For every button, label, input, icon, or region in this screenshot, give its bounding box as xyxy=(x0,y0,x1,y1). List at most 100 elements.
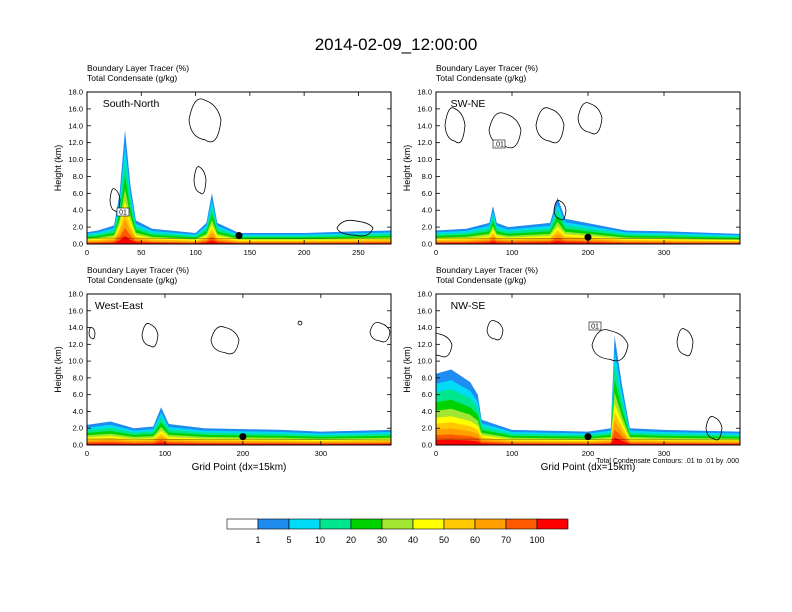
condensate-contour xyxy=(676,328,694,357)
contour-label-box xyxy=(588,321,602,331)
colorbar-label: 5 xyxy=(286,535,291,545)
x-tick-label: 100 xyxy=(159,449,172,458)
y-tick-label: 18.0 xyxy=(417,290,432,299)
x-tick-label: 0 xyxy=(85,248,89,257)
panel-sw-ne: Boundary Layer Tracer (%)Total Condensat… xyxy=(402,63,741,257)
colorbar-swatch xyxy=(536,518,569,530)
colorbar-label: 70 xyxy=(501,535,511,545)
colorbar-swatch xyxy=(474,518,507,530)
plot-frame xyxy=(435,91,741,245)
tracer-band-10 xyxy=(87,236,391,244)
x-tick-label: 0 xyxy=(434,449,438,458)
y-tick-label: 10.0 xyxy=(68,357,83,366)
colorbar-swatch xyxy=(226,518,259,530)
condensate-contour xyxy=(141,323,159,348)
condensate-contour xyxy=(31,107,43,185)
panel-label: SW-NE xyxy=(451,98,486,110)
y-tick-label: 0.0 xyxy=(73,240,83,249)
y-tick-label: 2.0 xyxy=(422,424,432,433)
condensate-contour xyxy=(297,320,303,326)
plot-frame xyxy=(86,293,392,446)
colorbar-label: 10 xyxy=(315,535,325,545)
colorbar-label: 20 xyxy=(346,535,356,545)
x-tick-label: 0 xyxy=(434,248,438,257)
y-tick-label: 6.0 xyxy=(73,390,83,399)
y-tick-label: 16.0 xyxy=(417,306,432,315)
x-tick-label: 100 xyxy=(506,449,519,458)
y-tick-label: 10.0 xyxy=(68,155,83,164)
y-tick-label: 18.0 xyxy=(68,290,83,299)
panel-south-north: Boundary Layer Tracer (%)Total Condensat… xyxy=(31,63,392,257)
y-tick-label: 14.0 xyxy=(68,121,83,130)
x-tick-label: 100 xyxy=(506,248,519,257)
location-marker xyxy=(235,232,243,240)
y-tick-label: 12.0 xyxy=(417,340,432,349)
colorbar-label: 100 xyxy=(529,535,544,545)
y-tick-label: 8.0 xyxy=(73,172,83,181)
panel-header-condensate: Total Condensate (g/kg) xyxy=(87,275,177,285)
surface-contour xyxy=(87,438,391,441)
contour-label-box xyxy=(116,207,130,217)
condensate-contour xyxy=(535,107,565,144)
y-tick-label: 4.0 xyxy=(422,407,432,416)
x-tick-label: 250 xyxy=(352,248,365,257)
panel-header-condensate: Total Condensate (g/kg) xyxy=(87,73,177,83)
colorbar-swatch xyxy=(412,518,445,530)
y-tick-label: 4.0 xyxy=(422,206,432,215)
panel-label: South-North xyxy=(103,98,160,110)
contour-label-box xyxy=(492,139,506,149)
y-tick-label: 16.0 xyxy=(417,104,432,113)
y-axis-label: Height (km) xyxy=(402,346,412,393)
plot-area xyxy=(87,320,391,445)
condensate-contour xyxy=(193,166,207,195)
condensate-contour xyxy=(553,200,567,221)
y-tick-label: 8.0 xyxy=(73,373,83,382)
contour-note: Total Condensate Contours: .01 to .01 by… xyxy=(596,458,739,465)
y-tick-label: 2.0 xyxy=(422,223,432,232)
colorbar-swatch xyxy=(381,518,414,530)
y-tick-label: 14.0 xyxy=(417,121,432,130)
y-tick-label: 18.0 xyxy=(417,88,432,97)
colorbar-swatch xyxy=(443,518,476,530)
colorbar: 1 5 10 20 30 40 50 60 70 100 xyxy=(226,518,569,545)
panel-nw-se: Boundary Layer Tracer (%)Total Condensat… xyxy=(402,265,741,473)
condensate-contour xyxy=(369,322,391,343)
y-tick-label: 18.0 xyxy=(68,88,83,97)
condensate-contour xyxy=(486,320,504,341)
condensate-contour xyxy=(436,333,453,358)
y-tick-label: 2.0 xyxy=(73,223,83,232)
x-tick-label: 300 xyxy=(658,248,671,257)
x-tick-label: 200 xyxy=(582,449,595,458)
figure-title: 2014-02-09_12:00:00 xyxy=(315,35,478,54)
contour-label: 01 xyxy=(591,324,599,331)
y-tick-label: 0.0 xyxy=(422,441,432,450)
colorbar-label: 1 xyxy=(255,535,260,545)
x-tick-label: 150 xyxy=(244,248,257,257)
y-tick-label: 0.0 xyxy=(73,441,83,450)
x-axis-label: Grid Point (dx=15km) xyxy=(192,462,287,473)
colorbar-swatch xyxy=(257,518,290,530)
x-tick-label: 300 xyxy=(658,449,671,458)
colorbar-label: 60 xyxy=(470,535,480,545)
tracer-band-10 xyxy=(436,437,740,445)
location-marker xyxy=(239,433,247,441)
x-tick-label: 300 xyxy=(315,449,328,458)
y-tick-label: 6.0 xyxy=(73,189,83,198)
panels: Boundary Layer Tracer (%)Total Condensat… xyxy=(31,63,741,473)
location-marker xyxy=(584,433,592,441)
panel-header-condensate: Total Condensate (g/kg) xyxy=(436,275,526,285)
y-tick-label: 14.0 xyxy=(417,323,432,332)
condensate-contour xyxy=(444,107,466,144)
condensate-contour xyxy=(88,326,96,340)
colorbar-swatch xyxy=(505,518,538,530)
y-tick-label: 8.0 xyxy=(422,172,432,181)
contour-label: .01 xyxy=(494,142,504,149)
y-tick-label: 16.0 xyxy=(68,306,83,315)
panel-header-condensate: Total Condensate (g/kg) xyxy=(436,73,526,83)
condensate-contour xyxy=(109,188,121,213)
y-tick-label: 12.0 xyxy=(68,340,83,349)
y-tick-label: 4.0 xyxy=(73,407,83,416)
panel-header-tracer: Boundary Layer Tracer (%) xyxy=(87,63,189,73)
y-tick-label: 10.0 xyxy=(417,155,432,164)
